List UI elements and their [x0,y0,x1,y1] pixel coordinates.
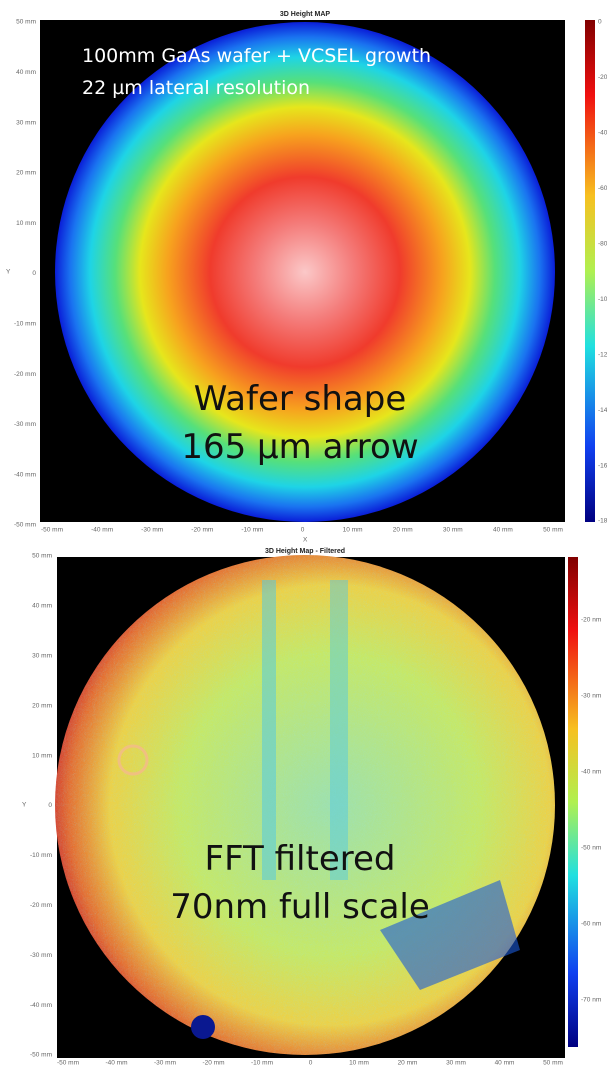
annotation: FFT filtered [205,839,396,879]
y-tick-label: -50 mm [30,1052,52,1059]
colorbar-tick-label: -180 µm [598,518,607,525]
colorbar-tick-label: -30 nm [581,693,601,700]
y-axis-label: Y [22,802,27,809]
y-tick-label: -40 mm [14,471,36,478]
x-tick-label: -50 mm [41,527,63,534]
x-tick-label: -20 mm [202,1060,224,1067]
colorbar-tick-label: -120 µm [598,351,607,358]
colorbar-tick-label: -60 nm [581,921,601,928]
x-tick-label: 40 mm [493,527,513,534]
x-tick-label: 30 mm [443,527,463,534]
top-panel: 3D Height MAP 100mm GaAs wafer + VCSEL g… [6,11,595,544]
y-tick-label: 0 [48,802,52,809]
colorbar-tick-label: 0 [598,19,602,26]
y-tick-label: 40 mm [16,69,36,76]
y-tick-label: -30 mm [30,952,52,959]
x-tick-label: 10 mm [343,527,363,534]
y-tick-label: 10 mm [32,752,52,759]
annotation: 165 µm arrow [181,427,418,467]
x-tick-label: -20 mm [191,527,213,534]
colorbar-tick-label: -50 nm [581,845,601,852]
y-tick-label: 40 mm [32,603,52,610]
title: 3D Height Map - Filtered [265,548,345,555]
x-tick-label: 50 mm [543,1060,563,1067]
y-axis-label: Y [6,269,11,276]
x-tick-label: 20 mm [393,527,413,534]
y-tick-label: 0 [32,270,36,277]
bottom-panel: 3D Height Map - Filtered FFT filtered 70… [22,548,578,1058]
x-tick-label: 50 mm [543,527,563,534]
x-axis-label: X [303,537,308,544]
y-tick-label: -40 mm [30,1002,52,1009]
colorbar-tick-label: -140 µm [598,407,607,414]
colorbar-tick-label: -40 µm [598,130,607,137]
colorbar-tick-label: -70 nm [581,997,601,1004]
colorbar [585,20,595,522]
annotation: 70nm full scale [170,887,430,927]
colorbar-tick-label: -100 µm [598,296,607,303]
x-tick-label: 20 mm [398,1060,418,1067]
title: 3D Height MAP [280,11,331,18]
y-tick-label: -10 mm [14,321,36,328]
streak [262,580,276,880]
colorbar-tick-label: -160 µm [598,462,607,469]
x-tick-label: -30 mm [141,527,163,534]
y-tick-label: -20 mm [14,371,36,378]
y-tick-label: 50 mm [32,553,52,560]
x-tick-label: -10 mm [251,1060,273,1067]
wafer-map [55,22,555,522]
defect [191,1015,215,1039]
y-tick-label: -50 mm [14,522,36,529]
x-tick-label: 0 [301,527,305,534]
x-tick-label: 40 mm [495,1060,515,1067]
y-tick-label: 30 mm [32,653,52,660]
annotation: 100mm GaAs wafer + VCSEL growth [82,45,431,67]
defect [380,880,520,990]
x-tick-label: 10 mm [349,1060,369,1067]
y-tick-label: -10 mm [30,852,52,859]
x-tick-label: -50 mm [57,1060,79,1067]
x-tick-label: 30 mm [446,1060,466,1067]
colorbar-tick-label: -20 nm [581,617,601,624]
x-tick-label: -10 mm [241,527,263,534]
annotation: Wafer shape [194,379,407,419]
colorbar [568,557,578,1047]
streak [330,580,348,880]
y-tick-label: 10 mm [16,220,36,227]
y-tick-label: 50 mm [16,19,36,26]
annotation: 22 µm lateral resolution [82,77,310,99]
x-tick-label: -30 mm [154,1060,176,1067]
y-tick-label: -20 mm [30,902,52,909]
x-tick-label: -40 mm [105,1060,127,1067]
colorbar-tick-label: -60 µm [598,185,607,192]
defect [117,744,149,776]
x-tick-label: -40 mm [91,527,113,534]
colorbar-tick-label: -40 nm [581,769,601,776]
x-tick-label: 0 [309,1060,313,1067]
y-tick-label: -30 mm [14,421,36,428]
colorbar-tick-label: -20 µm [598,74,607,81]
noise [55,555,555,1055]
y-tick-label: 20 mm [16,170,36,177]
colorbar-tick-label: -80 µm [598,240,607,247]
y-tick-label: 30 mm [16,119,36,126]
y-tick-label: 20 mm [32,702,52,709]
